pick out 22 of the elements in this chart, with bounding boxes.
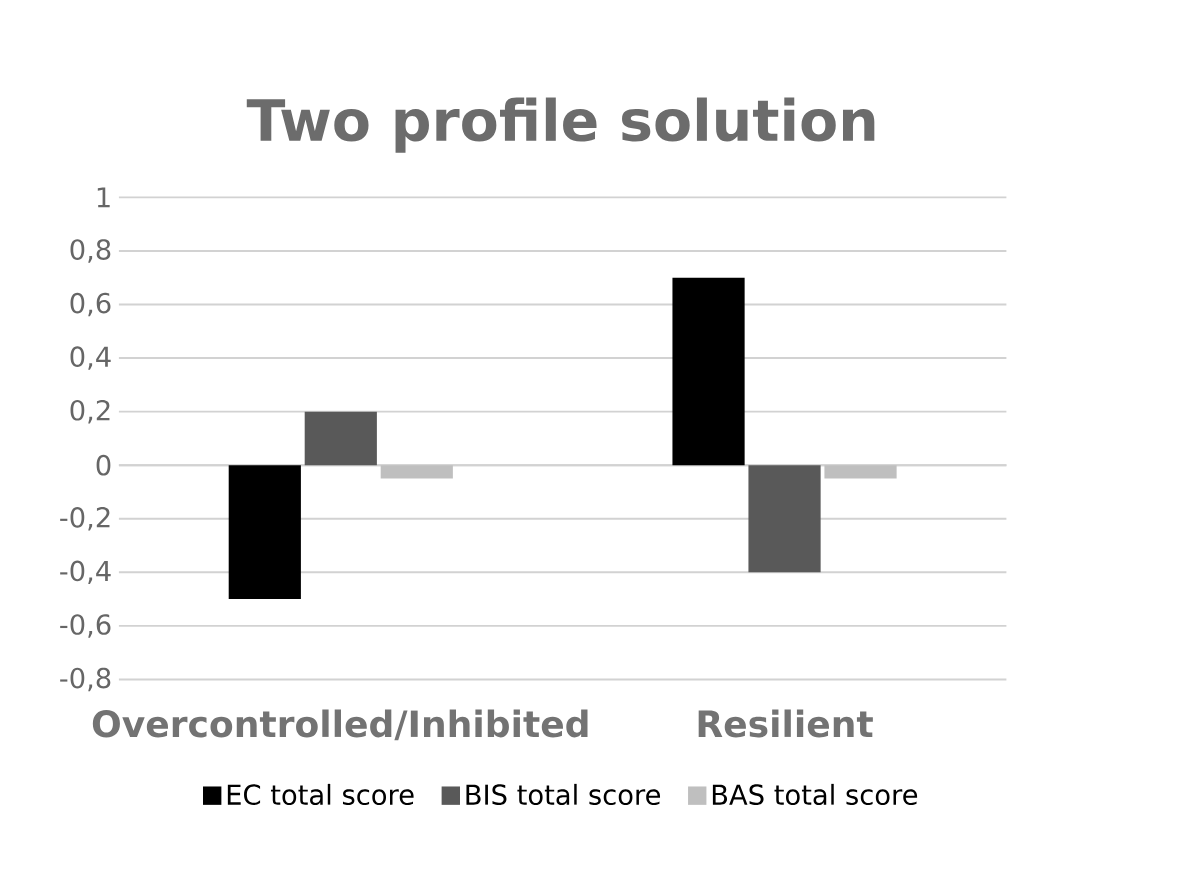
- x-tick-label: Overcontrolled/Inhibited: [92, 709, 588, 741]
- chart-title: Two profile solution: [246, 97, 875, 153]
- bar: [672, 277, 745, 466]
- legend-label: BIS total score: [466, 783, 661, 806]
- y-tick-label: -0,2: [60, 507, 110, 531]
- y-tick-label: 0: [96, 454, 111, 476]
- bar: [304, 411, 377, 466]
- y-tick-label: 0,6: [70, 292, 111, 317]
- legend-label: EC total score: [227, 783, 414, 806]
- x-tick-label: Resilient: [698, 709, 873, 738]
- bar: [824, 465, 897, 479]
- bar: [228, 465, 301, 600]
- y-tick-label: 0,4: [70, 346, 111, 370]
- y-tick-label: -0,6: [60, 614, 111, 638]
- y-tick-label: 1: [97, 187, 110, 208]
- y-tick-label: -0,4: [60, 560, 111, 585]
- legend-label: BAS total score: [712, 783, 918, 806]
- y-tick-label: 0,8: [70, 239, 111, 263]
- bar: [380, 465, 453, 479]
- y-tick-label: 0,2: [70, 399, 110, 424]
- y-tick-label: -0,8: [60, 667, 111, 692]
- bar: [748, 465, 821, 573]
